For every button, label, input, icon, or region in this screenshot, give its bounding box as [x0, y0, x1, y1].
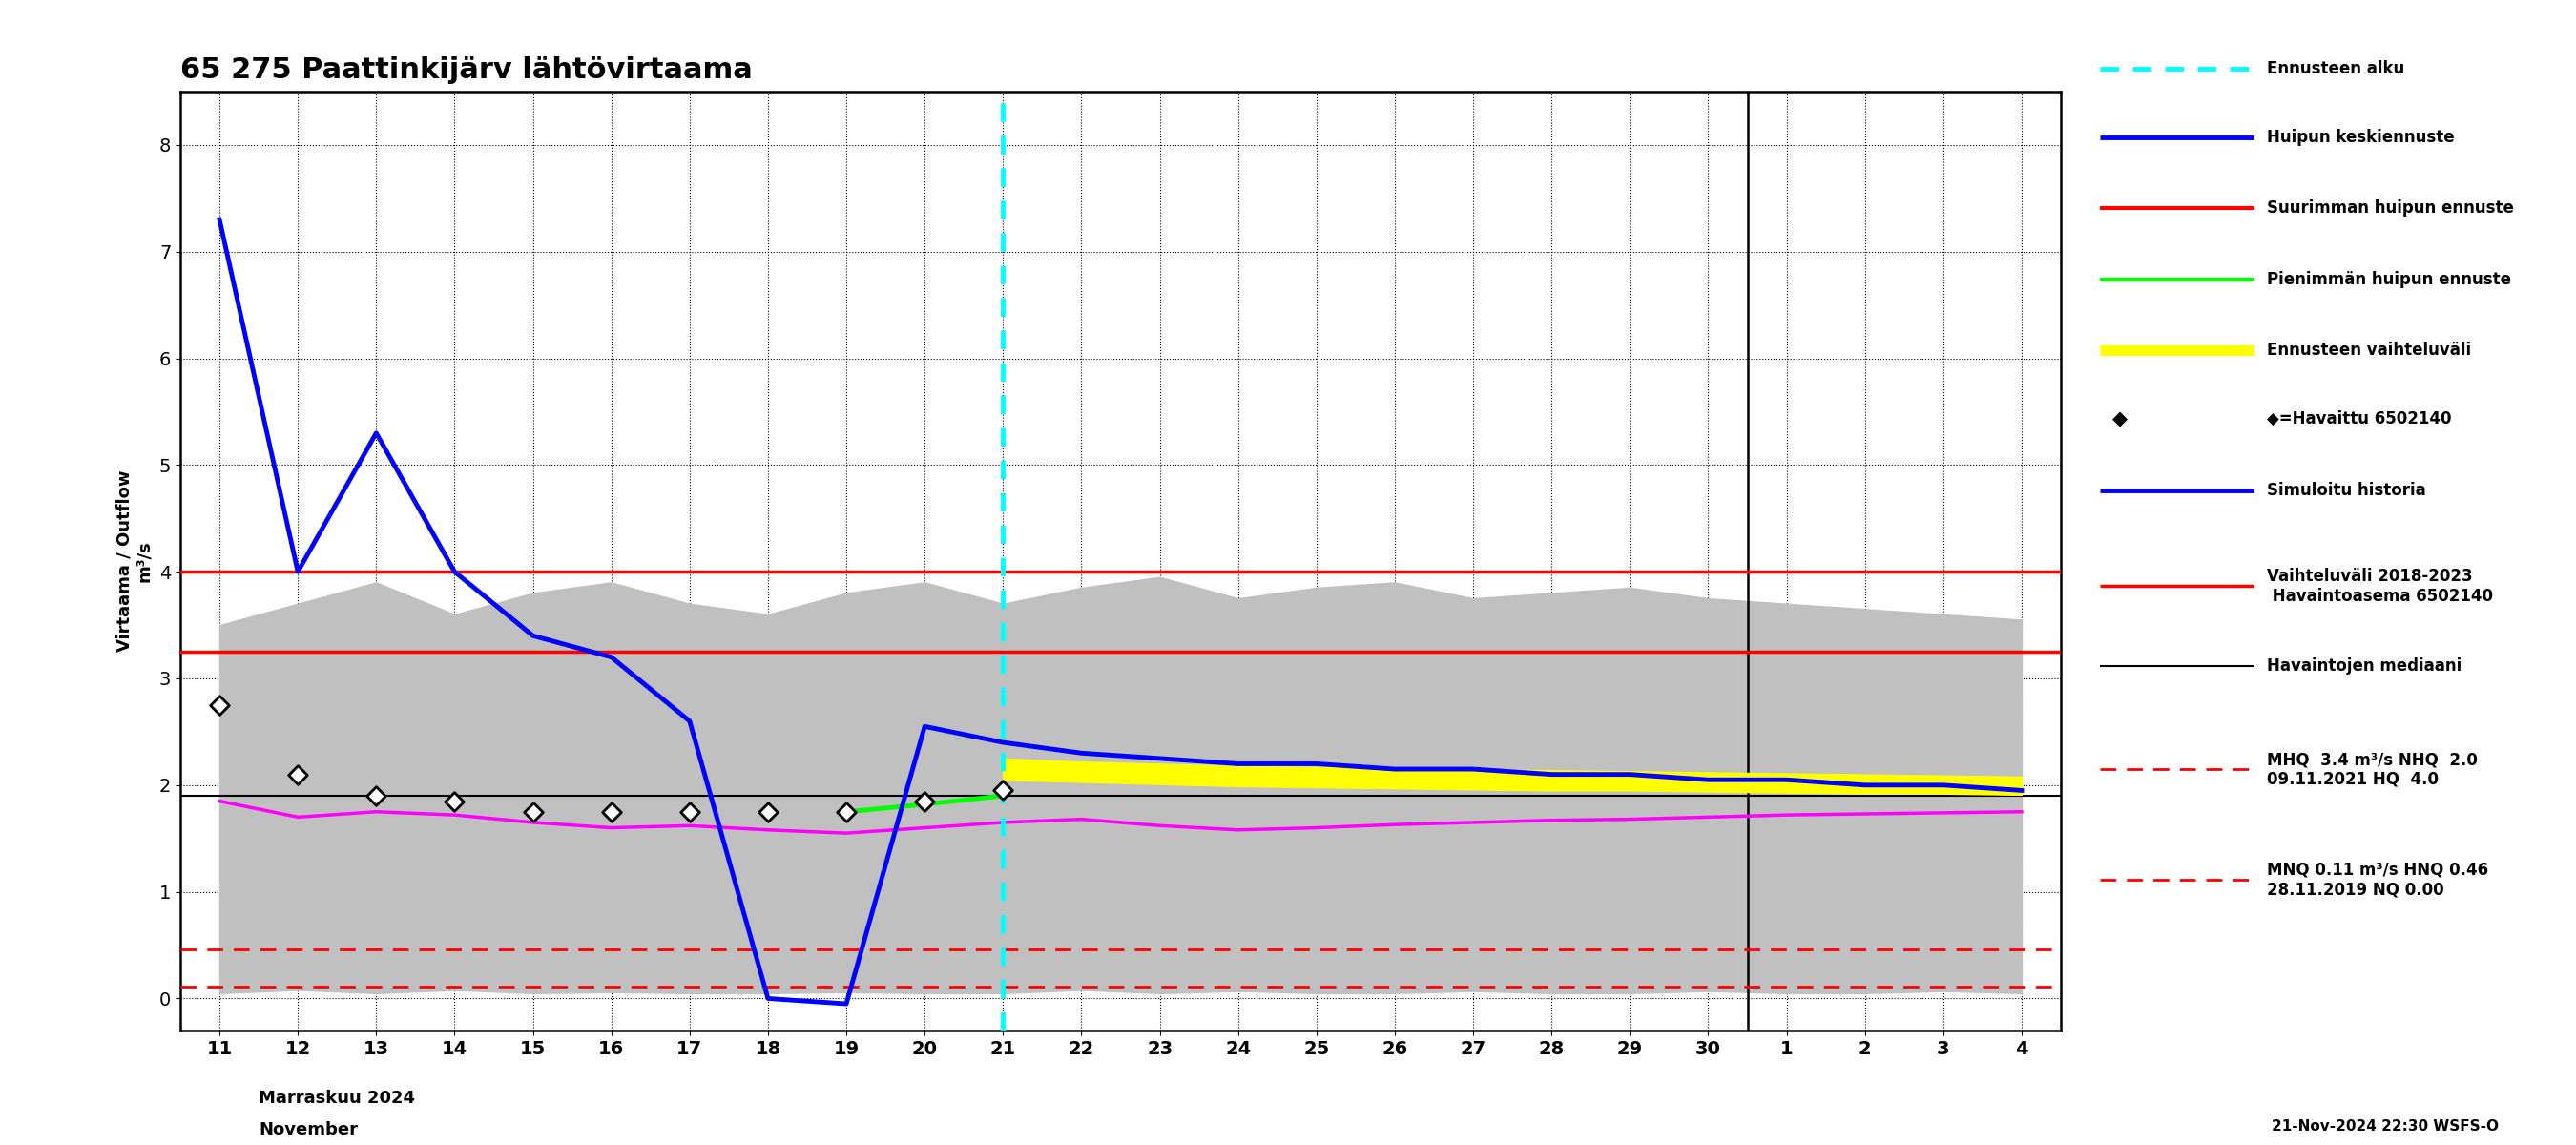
Point: [433, 792, 474, 811]
Text: MNQ 0.11 m³/s HNQ 0.46
28.11.2019 NQ 0.00: MNQ 0.11 m³/s HNQ 0.46 28.11.2019 NQ 0.0…: [2267, 861, 2488, 898]
Point: [827, 803, 868, 821]
Point: [670, 803, 711, 821]
Y-axis label: Virtaama / Outflow
m³/s: Virtaama / Outflow m³/s: [116, 471, 152, 652]
Text: Suurimman huipun ennuste: Suurimman huipun ennuste: [2267, 199, 2514, 218]
Point: [981, 781, 1023, 799]
Text: Marraskuu 2024: Marraskuu 2024: [258, 1089, 415, 1106]
Text: Pienimmän huipun ennuste: Pienimmän huipun ennuste: [2267, 270, 2512, 287]
Text: Huipun keskiennuste: Huipun keskiennuste: [2267, 128, 2455, 145]
Text: Ennusteen vaihteluväli: Ennusteen vaihteluväli: [2267, 341, 2470, 360]
Text: Simuloitu historia: Simuloitu historia: [2267, 481, 2427, 499]
Point: [590, 803, 631, 821]
Point: [904, 792, 945, 811]
Text: 21-Nov-2024 22:30 WSFS-O: 21-Nov-2024 22:30 WSFS-O: [2272, 1120, 2499, 1134]
Point: [278, 765, 319, 783]
Text: MHQ  3.4 m³/s NHQ  2.0
09.11.2021 HQ  4.0: MHQ 3.4 m³/s NHQ 2.0 09.11.2021 HQ 4.0: [2267, 751, 2478, 788]
Point: [198, 696, 240, 714]
Point: [513, 803, 554, 821]
Text: Ennusteen alku: Ennusteen alku: [2267, 60, 2403, 77]
Text: ◆: ◆: [2112, 410, 2128, 428]
Text: ◆=Havaittu 6502140: ◆=Havaittu 6502140: [2267, 411, 2452, 427]
Point: [355, 787, 397, 805]
Text: Havaintojen mediaani: Havaintojen mediaani: [2267, 657, 2463, 676]
Text: November: November: [258, 1121, 358, 1138]
Text: 65 275 Paattinkijärv lähtövirtaama: 65 275 Paattinkijärv lähtövirtaama: [180, 56, 752, 84]
Point: [747, 803, 788, 821]
Text: Vaihteluväli 2018-2023
 Havaintoasema 6502140: Vaihteluväli 2018-2023 Havaintoasema 650…: [2267, 568, 2494, 605]
